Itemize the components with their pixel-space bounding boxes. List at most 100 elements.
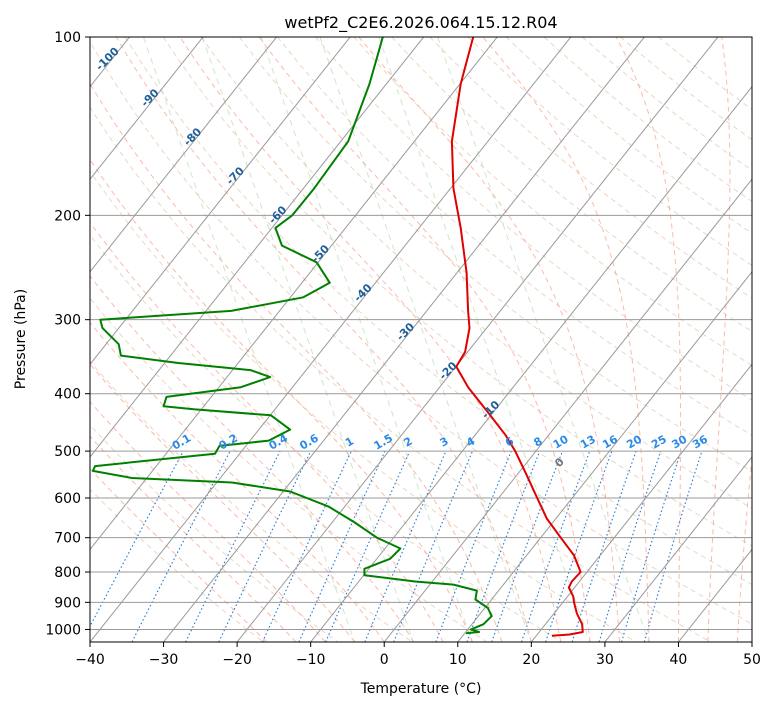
isotherm-line bbox=[90, 37, 351, 366]
isotherm-line bbox=[383, 178, 752, 642]
dry-adiabat bbox=[353, 37, 752, 367]
mixing-ratio-line bbox=[298, 450, 386, 642]
isotherm-line bbox=[162, 37, 646, 642]
isotherm-label: -80 bbox=[181, 125, 204, 148]
dewpoint-profile-line bbox=[91, 37, 493, 635]
y-tick-label: 100 bbox=[54, 30, 81, 46]
isotherm-line bbox=[751, 641, 752, 642]
mixing-ratio-line bbox=[325, 450, 411, 642]
y-axis-label: Pressure (hPa) bbox=[13, 289, 29, 389]
mixing-ratio-line bbox=[621, 450, 682, 642]
mixing-ratio-label: 0.4 bbox=[267, 431, 291, 452]
x-axis-label: Temperature (°C) bbox=[360, 681, 482, 697]
mixing-ratio-label: 0.1 bbox=[170, 432, 193, 453]
moist-adiabat bbox=[258, 37, 591, 642]
mixing-ratio-line bbox=[261, 450, 352, 642]
dry-adiabat bbox=[90, 41, 752, 625]
mixing-ratio-line bbox=[643, 450, 703, 642]
moist-adiabat bbox=[90, 82, 503, 642]
mixing-ratio-line bbox=[90, 450, 184, 628]
y-tick-label: 1000 bbox=[45, 622, 81, 638]
plot-frame bbox=[89, 36, 753, 643]
isotherm-label: -60 bbox=[266, 203, 289, 226]
y-tick-label: 700 bbox=[54, 531, 81, 547]
dry-adiabat bbox=[90, 170, 638, 642]
grid-lines bbox=[0, 24, 752, 645]
isotherm-line bbox=[90, 37, 278, 273]
temperature-profile-line bbox=[450, 37, 584, 637]
dry-adiabat bbox=[315, 37, 752, 401]
dry-adiabat bbox=[200, 37, 752, 509]
y-tick-label: 300 bbox=[54, 313, 81, 329]
moist-adiabat bbox=[90, 468, 267, 642]
dry-adiabat bbox=[391, 37, 752, 333]
mixing-ratio-line bbox=[545, 450, 613, 642]
y-tick-label: 200 bbox=[54, 208, 81, 224]
x-tick-label: 40 bbox=[670, 652, 688, 668]
dry-adiabat bbox=[90, 234, 563, 642]
mixing-ratio-line bbox=[218, 450, 312, 642]
dry-adiabat bbox=[162, 37, 752, 547]
mixing-ratio-label: 10 bbox=[551, 432, 571, 451]
isotherm-line bbox=[90, 37, 425, 458]
isotherm-label: -40 bbox=[351, 281, 374, 304]
mixing-ratio-line bbox=[466, 450, 541, 642]
dry-adiabat bbox=[90, 106, 712, 642]
mixing-ratio-label: 20 bbox=[624, 432, 644, 451]
y-tick-label: 600 bbox=[54, 491, 81, 507]
isotherm-line bbox=[604, 456, 752, 642]
moist-adiabat bbox=[179, 37, 562, 642]
dry-adiabat bbox=[581, 37, 752, 172]
mixing-ratio-line bbox=[185, 450, 281, 642]
guide-curve bbox=[437, 37, 650, 642]
isotherm-line bbox=[90, 37, 498, 551]
x-tick-label: −20 bbox=[222, 652, 252, 668]
dry-adiabat bbox=[124, 37, 752, 586]
x-tick-label: 30 bbox=[596, 652, 614, 668]
isotherm-label: -20 bbox=[437, 359, 460, 382]
isotherm-label: -30 bbox=[394, 320, 417, 343]
mixing-ratio-label: 0.6 bbox=[297, 431, 321, 452]
isotherm-line bbox=[0, 24, 66, 645]
guide-curve bbox=[378, 37, 591, 642]
mixing-ratio-label: 4 bbox=[464, 434, 477, 449]
mixing-ratio-label: 2 bbox=[401, 435, 414, 450]
dry-adiabat bbox=[90, 424, 339, 642]
mixing-ratio-label: 16 bbox=[600, 432, 620, 451]
mixing-ratio-label: 3 bbox=[438, 435, 451, 450]
x-tick-label: −10 bbox=[296, 652, 326, 668]
moist-adiabat bbox=[90, 221, 444, 642]
moist-adiabat bbox=[358, 37, 621, 642]
dry-adiabat bbox=[505, 37, 752, 234]
y-tick-label: 500 bbox=[54, 444, 81, 460]
moist-adiabat bbox=[707, 37, 731, 642]
mixing-ratio-label: 13 bbox=[578, 433, 598, 452]
isotherm-line bbox=[90, 37, 572, 642]
isotherm-label: -50 bbox=[309, 242, 332, 265]
moist-adiabat bbox=[482, 37, 650, 642]
series-lines bbox=[91, 37, 584, 637]
mixing-ratio-line bbox=[435, 450, 512, 642]
x-tick-label: −30 bbox=[149, 652, 179, 668]
mixing-ratio-line bbox=[571, 450, 637, 642]
mixing-ratio-label: 30 bbox=[670, 432, 690, 451]
y-tick-label: 800 bbox=[54, 565, 81, 581]
dry-adiabat bbox=[429, 37, 752, 299]
x-tick-label: 50 bbox=[743, 652, 761, 668]
isotherm-line bbox=[530, 363, 752, 642]
x-tick-label: 0 bbox=[380, 652, 389, 668]
isotherm-line bbox=[90, 37, 204, 181]
x-tick-label: 20 bbox=[522, 652, 540, 668]
isotherm-line bbox=[677, 548, 752, 642]
y-tick-label: 900 bbox=[54, 595, 81, 611]
dry-adiabat bbox=[239, 37, 752, 473]
dry-adiabat bbox=[277, 37, 752, 437]
mixing-ratio-line bbox=[491, 450, 564, 642]
chart-title: wetPf2_C2E6.2026.064.15.12.R04 bbox=[284, 13, 557, 33]
moist-adiabat bbox=[90, 158, 473, 642]
moist-adiabat bbox=[736, 452, 752, 642]
isotherm-line bbox=[457, 270, 752, 642]
isotherm-label: -70 bbox=[224, 164, 247, 187]
moist-adiabat bbox=[115, 37, 532, 642]
